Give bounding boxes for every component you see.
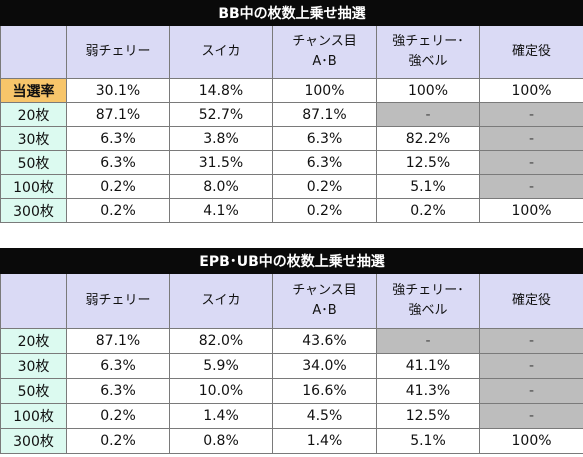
table-row: 20枚 87.1% 52.7% 87.1% - - [0, 102, 583, 127]
data-cell: 14.8% [169, 78, 273, 103]
column-header: 強チェリー･ 強ベル [376, 25, 480, 79]
column-header: 弱チェリー [66, 273, 170, 329]
data-cell: 6.3% [66, 378, 170, 404]
row-label: 50枚 [0, 378, 67, 404]
data-cell: 0.2% [66, 174, 170, 199]
empty-cell: - [478, 150, 583, 175]
data-cell: 0.2% [66, 198, 170, 223]
table-title: EPB･UB中の枚数上乗せ抽選 [0, 248, 583, 274]
row-label: 300枚 [0, 428, 67, 454]
empty-cell: - [478, 403, 583, 429]
empty-cell: - [478, 378, 583, 404]
data-cell: 100% [272, 78, 377, 103]
data-cell: 0.2% [66, 428, 170, 454]
data-cell: 6.3% [66, 150, 170, 175]
empty-cell: - [478, 353, 583, 379]
data-cell: 87.1% [272, 102, 377, 127]
data-cell: 12.5% [376, 150, 480, 175]
data-cell: 100% [478, 78, 583, 103]
empty-cell: - [478, 126, 583, 151]
empty-cell: - [376, 102, 480, 127]
column-header: チャンス目 A･B [272, 273, 377, 329]
data-cell: 82.0% [169, 328, 273, 354]
data-cell: 6.3% [272, 150, 377, 175]
data-cell: 0.2% [376, 198, 480, 223]
empty-cell: - [376, 328, 480, 354]
data-cell: 0.2% [66, 403, 170, 429]
table-row: 300枚 0.2% 4.1% 0.2% 0.2% 100% [0, 198, 583, 223]
data-cell: 43.6% [272, 328, 377, 354]
table-row: 30枚 6.3% 5.9% 34.0% 41.1% - [0, 353, 583, 379]
data-cell: 100% [478, 428, 583, 454]
data-cell: 87.1% [66, 102, 170, 127]
data-cell: 87.1% [66, 328, 170, 354]
data-cell: 34.0% [272, 353, 377, 379]
data-cell: 5.9% [169, 353, 273, 379]
row-label: 当選率 [0, 78, 67, 103]
row-label: 50枚 [0, 150, 67, 175]
table-row: 50枚 6.3% 31.5% 6.3% 12.5% - [0, 150, 583, 175]
data-cell: 100% [376, 78, 480, 103]
row-label: 30枚 [0, 126, 67, 151]
row-label: 30枚 [0, 353, 67, 379]
data-cell: 4.5% [272, 403, 377, 429]
data-cell: 8.0% [169, 174, 273, 199]
epb-ub-table: EPB･UB中の枚数上乗せ抽選 弱チェリー スイカ チャンス目 A･B 強チェリー… [0, 248, 583, 454]
data-cell: 1.4% [272, 428, 377, 454]
data-cell: 6.3% [66, 126, 170, 151]
data-cell: 6.3% [272, 126, 377, 151]
empty-cell: - [478, 102, 583, 127]
table-row: 当選率 30.1% 14.8% 100% 100% 100% [0, 78, 583, 103]
data-cell: 41.3% [376, 378, 480, 404]
data-cell: 16.6% [272, 378, 377, 404]
corner-cell [0, 273, 67, 329]
data-cell: 30.1% [66, 78, 170, 103]
data-cell: 6.3% [66, 353, 170, 379]
column-header: 弱チェリー [66, 25, 170, 79]
column-header: スイカ [169, 273, 273, 329]
corner-cell [0, 25, 67, 79]
row-label: 20枚 [0, 328, 67, 354]
table-row: 100枚 0.2% 8.0% 0.2% 5.1% - [0, 174, 583, 199]
data-cell: 10.0% [169, 378, 273, 404]
data-cell: 4.1% [169, 198, 273, 223]
row-label: 20枚 [0, 102, 67, 127]
data-cell: 5.1% [376, 174, 480, 199]
table-row: 30枚 6.3% 3.8% 6.3% 82.2% - [0, 126, 583, 151]
data-cell: 0.2% [272, 198, 377, 223]
row-label: 100枚 [0, 403, 67, 429]
data-cell: 31.5% [169, 150, 273, 175]
table-title: BB中の枚数上乗せ抽選 [0, 0, 583, 26]
empty-cell: - [478, 328, 583, 354]
data-cell: 0.2% [272, 174, 377, 199]
table-row: 300枚 0.2% 0.8% 1.4% 5.1% 100% [0, 428, 583, 454]
row-label: 300枚 [0, 198, 67, 223]
column-header: スイカ [169, 25, 273, 79]
table-row: 50枚 6.3% 10.0% 16.6% 41.3% - [0, 378, 583, 404]
data-cell: 82.2% [376, 126, 480, 151]
table-row: 20枚 87.1% 82.0% 43.6% - - [0, 328, 583, 354]
empty-cell: - [478, 174, 583, 199]
data-cell: 12.5% [376, 403, 480, 429]
data-cell: 1.4% [169, 403, 273, 429]
data-cell: 0.8% [169, 428, 273, 454]
data-cell: 41.1% [376, 353, 480, 379]
column-header: 確定役 [478, 273, 583, 329]
column-header: チャンス目 A･B [272, 25, 377, 79]
bb-table: BB中の枚数上乗せ抽選 弱チェリー スイカ チャンス目 A･B 強チェリー･ 強ベル… [0, 0, 583, 223]
row-label: 100枚 [0, 174, 67, 199]
table-row: 100枚 0.2% 1.4% 4.5% 12.5% - [0, 403, 583, 429]
data-cell: 52.7% [169, 102, 273, 127]
data-cell: 100% [478, 198, 583, 223]
column-header: 強チェリー･ 強ベル [376, 273, 480, 329]
data-cell: 5.1% [376, 428, 480, 454]
data-cell: 3.8% [169, 126, 273, 151]
column-header: 確定役 [478, 25, 583, 79]
